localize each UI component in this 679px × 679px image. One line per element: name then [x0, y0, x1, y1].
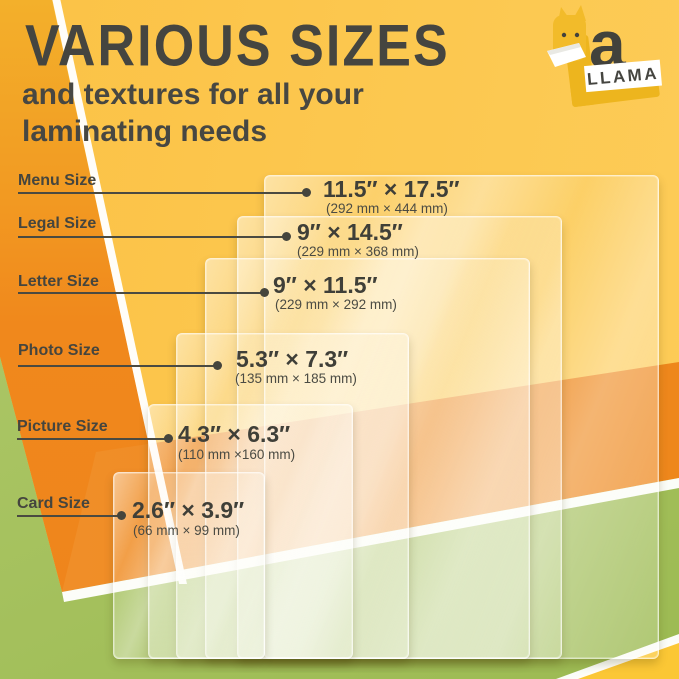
brand-logo: a LLAMA [545, 5, 673, 117]
size-inches: 9″ × 11.5″ [273, 272, 378, 298]
size-label: Legal Size [18, 215, 97, 232]
pouch-card-size [113, 472, 265, 659]
size-label: Card Size [17, 495, 90, 512]
callout-dot [117, 511, 126, 520]
subtitle-line-1: and textures for all your [22, 78, 364, 111]
callout-line [18, 192, 303, 194]
size-label: Photo Size [18, 342, 100, 359]
size-mm: (135 mm × 185 mm) [235, 371, 357, 386]
size-inches: 9″ × 14.5″ [297, 219, 403, 245]
callout-dot [164, 434, 173, 443]
size-mm: (66 mm × 99 mm) [133, 523, 240, 538]
llama-head-icon [547, 5, 586, 67]
subtitle-line-2: laminating needs [22, 115, 268, 148]
callout-line [17, 515, 118, 517]
size-label: Menu Size [18, 172, 97, 189]
callout-line [18, 236, 283, 238]
page-title: VARIOUS SIZES [25, 13, 450, 79]
size-label: Letter Size [18, 273, 99, 290]
size-mm: (110 mm ×160 mm) [178, 447, 296, 462]
callout-dot [213, 361, 222, 370]
size-inches: 4.3″ × 6.3″ [178, 421, 291, 447]
logo-plate: LLAMA [584, 59, 662, 93]
callout-dot [260, 288, 269, 297]
size-inches: 2.6″ × 3.9″ [132, 497, 245, 523]
size-label: Picture Size [17, 418, 108, 435]
callout-line [17, 438, 165, 440]
size-mm: (292 mm × 444 mm) [326, 201, 448, 216]
callout-line [18, 365, 214, 367]
callout-dot [282, 232, 291, 241]
size-inches: 5.3″ × 7.3″ [236, 346, 349, 372]
callout-dot [302, 188, 311, 197]
size-mm: (229 mm × 292 mm) [275, 297, 397, 312]
size-inches: 11.5″ × 17.5″ [323, 176, 460, 202]
amber-wedge-shape [0, 0, 179, 592]
subtitle: and textures for all your laminating nee… [22, 76, 364, 150]
size-mm: (229 mm × 368 mm) [297, 244, 419, 259]
llama-logo-icon: a LLAMA [547, 5, 662, 107]
callout-line [18, 292, 261, 294]
